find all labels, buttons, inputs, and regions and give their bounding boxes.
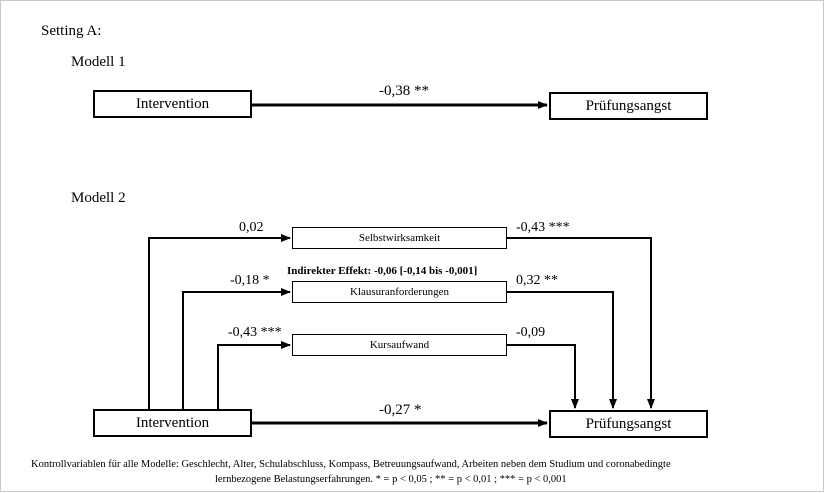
- mediator-box-kursaufwand: Kursaufwand: [292, 334, 507, 356]
- path-a-selbstwirksamkeit: [148, 234, 291, 409]
- path-b-label-klausuranforderungen: 0,32 **: [516, 273, 558, 288]
- model1-intervention-box: Intervention: [93, 90, 252, 118]
- model1-title: Modell 1: [71, 54, 126, 70]
- model2-pruefungsangst-label: Prüfungsangst: [585, 415, 672, 432]
- model2-pruefungsangst-box: Prüfungsangst: [549, 410, 708, 438]
- path-b-label-selbstwirksamkeit: -0,43 ***: [516, 220, 570, 235]
- mediator-box-selbstwirksamkeit: Selbstwirksamkeit: [292, 227, 507, 249]
- indirect-effect-label: Indirekter Effekt: -0,06 [-0,14 bis -0,0…: [287, 265, 478, 277]
- model1-effect-label: -0,38 **: [379, 83, 429, 99]
- path-b-klausuranforderungen: [507, 291, 617, 409]
- model1-pruefungsangst-box: Prüfungsangst: [549, 92, 708, 120]
- path-a-label-klausuranforderungen: -0,18 *: [230, 273, 270, 288]
- model2-title: Modell 2: [71, 190, 126, 206]
- mediator-label-klausuranforderungen: Klausuranforderungen: [350, 286, 449, 298]
- mediator-box-klausuranforderungen: Klausuranforderungen: [292, 281, 507, 303]
- mediator-label-kursaufwand: Kursaufwand: [369, 339, 430, 351]
- direct-effect-label: -0,27 *: [379, 402, 422, 418]
- path-a-label-selbstwirksamkeit: 0,02: [239, 220, 264, 235]
- path-b-selbstwirksamkeit: [507, 237, 655, 409]
- footnote-line-1: Kontrollvariablen für alle Modelle: Gesc…: [31, 459, 671, 470]
- setting-title: Setting A:: [41, 23, 102, 39]
- path-a-klausuranforderungen: [182, 288, 291, 409]
- path-a-label-kursaufwand: -0,43 ***: [228, 325, 282, 340]
- path-b-label-kursaufwand: -0,09: [516, 325, 546, 340]
- footnote-line-2: lernbezogene Belastungserfahrungen. * = …: [215, 474, 567, 485]
- model2-intervention-label: Intervention: [135, 414, 210, 431]
- model1-intervention-label: Intervention: [135, 95, 210, 112]
- path-b-kursaufwand: [507, 344, 579, 409]
- model2-intervention-box: Intervention: [93, 409, 252, 437]
- mediator-label-selbstwirksamkeit: Selbstwirksamkeit: [358, 232, 441, 244]
- path-a-kursaufwand: [217, 341, 291, 409]
- model1-pruefungsangst-label: Prüfungsangst: [585, 97, 672, 114]
